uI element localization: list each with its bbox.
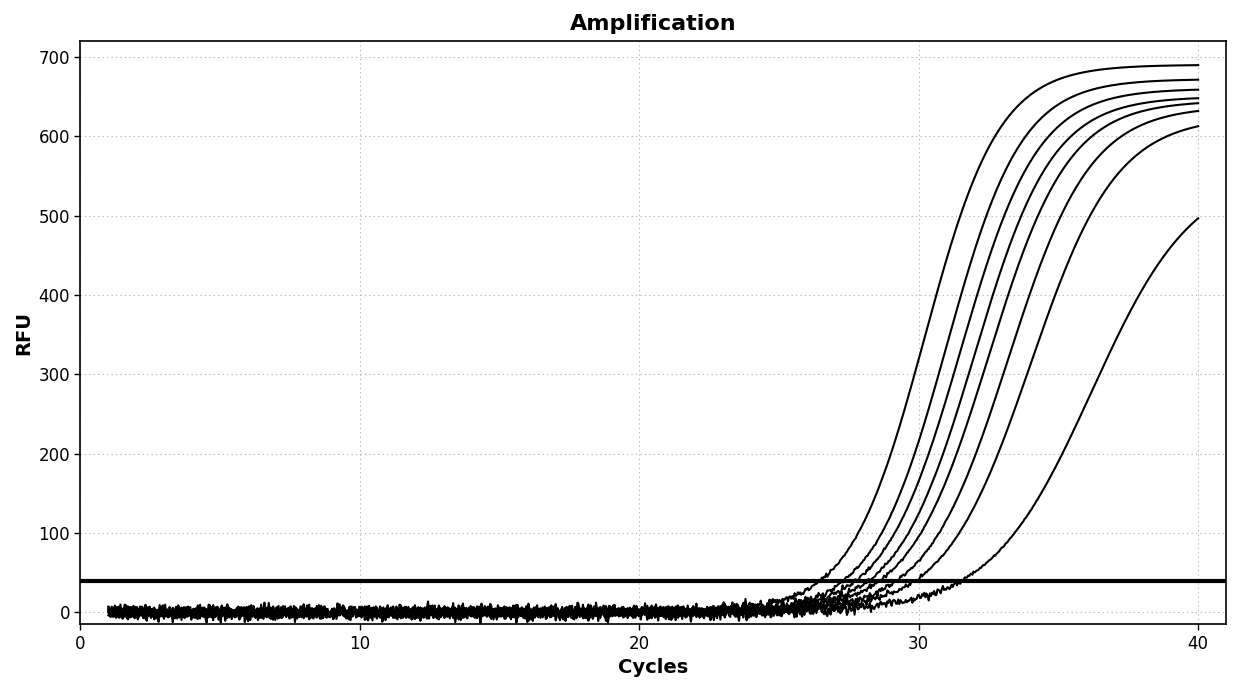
Y-axis label: RFU: RFU <box>14 310 33 354</box>
Title: Amplification: Amplification <box>570 14 737 34</box>
X-axis label: Cycles: Cycles <box>619 658 688 677</box>
